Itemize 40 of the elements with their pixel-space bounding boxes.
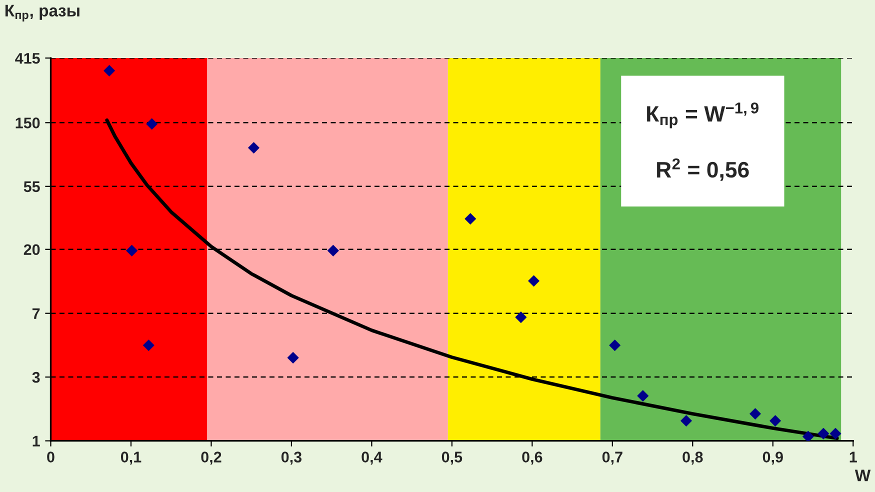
x-tick-label: 0,1 bbox=[120, 452, 142, 465]
point bbox=[609, 340, 621, 352]
point bbox=[818, 428, 830, 440]
x-tick-label: 0,3 bbox=[281, 452, 302, 465]
point bbox=[515, 312, 527, 323]
point bbox=[637, 390, 649, 402]
y-tick-label: 1 bbox=[32, 436, 40, 446]
x-tick-label: 0,5 bbox=[442, 452, 462, 465]
x-tick-label: 0,4 bbox=[362, 452, 382, 465]
x-tick-label: 0,7 bbox=[602, 452, 622, 465]
y-tick-label: 55 bbox=[24, 181, 40, 192]
point bbox=[528, 275, 540, 287]
annotation: К$_{пр}$ = W$^{−1,9}$ bbox=[647, 102, 758, 128]
y-tick-label: 20 bbox=[24, 244, 40, 256]
point bbox=[680, 415, 692, 427]
point bbox=[248, 142, 260, 154]
point bbox=[830, 428, 842, 440]
x-tick-label: 1 bbox=[850, 452, 857, 462]
y-tick-label: 7 bbox=[32, 308, 40, 319]
point bbox=[464, 213, 476, 224]
x-tick-label: 0,8 bbox=[682, 452, 703, 465]
point bbox=[770, 415, 781, 427]
point bbox=[328, 244, 339, 256]
annotation: R$^{2}$ = 0,56 bbox=[657, 158, 749, 181]
y-tick-label: 150 bbox=[16, 118, 40, 128]
point bbox=[104, 65, 116, 76]
y-tick-label: 415 bbox=[15, 53, 40, 64]
x-axis-title: W bbox=[854, 470, 871, 482]
point bbox=[287, 352, 299, 364]
point bbox=[146, 118, 158, 130]
point bbox=[802, 430, 814, 441]
y-tick-label: 3 bbox=[32, 372, 40, 383]
y-axis-title: К$_{пр}$, разы bbox=[5, 4, 80, 22]
x-tick-label: 0,6 bbox=[522, 452, 542, 465]
x-tick-label: 0 bbox=[47, 452, 54, 462]
point bbox=[126, 244, 138, 256]
x-tick-label: 0,2 bbox=[201, 452, 222, 465]
x-tick-label: 0,9 bbox=[762, 452, 783, 465]
point bbox=[750, 408, 761, 420]
point bbox=[142, 340, 154, 352]
